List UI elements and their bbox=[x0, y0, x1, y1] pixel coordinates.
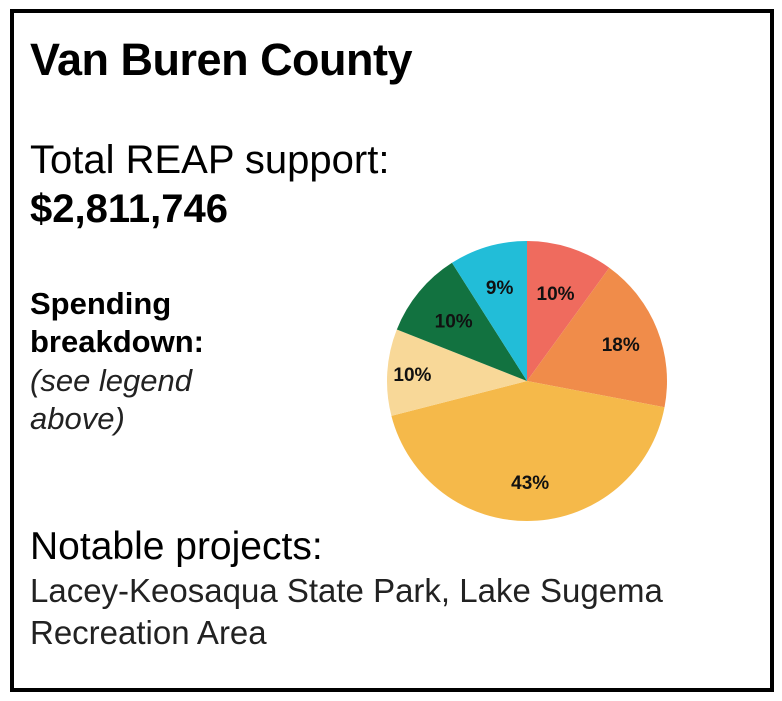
slice-label: 10% bbox=[435, 311, 473, 332]
support-value: $2,811,746 bbox=[30, 187, 228, 231]
spending-heading: Spending breakdown: bbox=[30, 286, 204, 359]
slice-label: 18% bbox=[602, 335, 640, 356]
spending-note: (see legend above) bbox=[30, 363, 193, 436]
pie-slice bbox=[391, 381, 665, 522]
slice-label: 10% bbox=[537, 284, 575, 305]
slice-label: 43% bbox=[511, 473, 549, 494]
pie-slice bbox=[527, 241, 610, 381]
county-title: Van Buren County bbox=[30, 34, 413, 85]
slice-label: 9% bbox=[486, 278, 514, 299]
pie-slice bbox=[387, 329, 527, 416]
projects-text: Lacey-Keosaqua State Park, Lake Sugema R… bbox=[30, 572, 663, 651]
projects-heading: Notable projects: bbox=[30, 525, 323, 568]
pie-slice bbox=[451, 241, 527, 381]
pie-slice bbox=[527, 267, 667, 408]
support-label: Total REAP support: bbox=[30, 138, 390, 182]
pie-slice bbox=[396, 262, 527, 381]
county-card bbox=[10, 9, 774, 692]
slice-label: 10% bbox=[393, 365, 431, 386]
